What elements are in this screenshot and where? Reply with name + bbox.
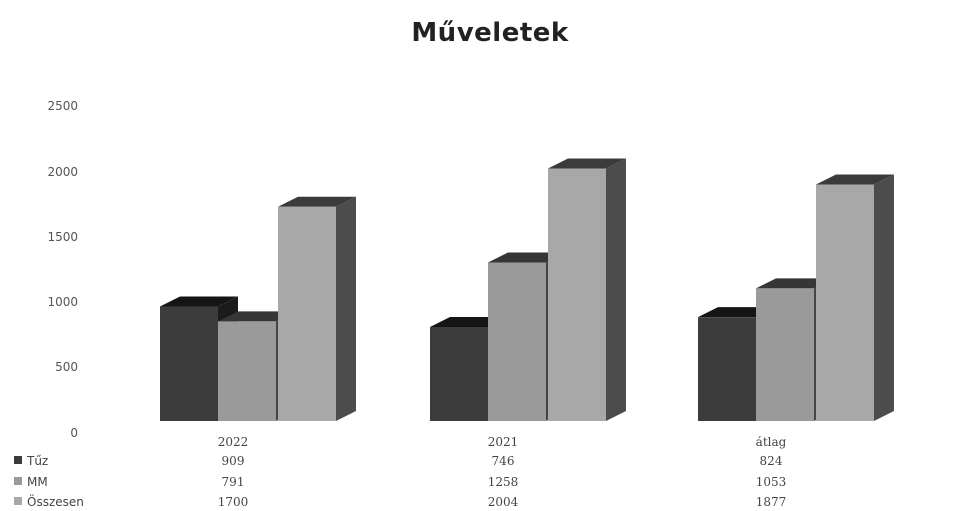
bar-top-Összesen bbox=[278, 196, 356, 207]
data-table-value: 824 bbox=[760, 454, 783, 468]
bar-side-Összesen bbox=[336, 196, 356, 421]
legend-label: Tűz bbox=[26, 454, 48, 468]
bar-MM-2021 bbox=[488, 262, 546, 421]
data-table-value: 909 bbox=[222, 454, 245, 468]
y-tick-label: 1000 bbox=[47, 295, 78, 309]
bar-Összesen-2021 bbox=[548, 168, 606, 421]
bar-Tűz-átlag bbox=[698, 317, 756, 421]
bar-side-Összesen bbox=[606, 158, 626, 421]
data-table-value: 746 bbox=[492, 454, 515, 468]
data-table-value: 1700 bbox=[218, 495, 249, 509]
category-label: 2021 bbox=[488, 435, 519, 449]
bar-Tűz-2022 bbox=[160, 306, 218, 421]
category-label: 2022 bbox=[218, 435, 249, 449]
bar-Tűz-2021 bbox=[430, 327, 488, 421]
legend-key-Tűz bbox=[14, 456, 22, 464]
data-table-value: 791 bbox=[222, 475, 245, 489]
y-tick-label: 0 bbox=[70, 426, 78, 440]
data-table-value: 1053 bbox=[756, 475, 787, 489]
bar-top-Összesen bbox=[548, 158, 626, 169]
legend-label: Összesen bbox=[27, 493, 84, 509]
bar-MM-átlag bbox=[756, 288, 814, 421]
legend-label: MM bbox=[27, 475, 48, 489]
bar-top-MM bbox=[756, 278, 834, 289]
legend-key-MM bbox=[14, 477, 22, 485]
data-table-value: 1258 bbox=[488, 475, 519, 489]
bar-top-Tűz bbox=[160, 296, 238, 307]
bar-top-MM bbox=[218, 311, 296, 322]
bar-MM-2022 bbox=[218, 321, 276, 421]
y-tick-label: 1500 bbox=[47, 230, 78, 244]
chart-title: Műveletek bbox=[411, 18, 569, 48]
bar-side-Összesen bbox=[874, 174, 894, 421]
y-tick-label: 2500 bbox=[47, 99, 78, 113]
bar-Összesen-2022 bbox=[278, 206, 336, 421]
y-tick-label: 2000 bbox=[47, 165, 78, 179]
legend-key-Összesen bbox=[14, 497, 22, 505]
y-tick-label: 500 bbox=[55, 360, 78, 374]
data-table-value: 2004 bbox=[488, 495, 519, 509]
bar-Összesen-átlag bbox=[816, 184, 874, 421]
bar-top-MM bbox=[488, 252, 566, 263]
category-label: átlag bbox=[756, 435, 787, 449]
data-table-value: 1877 bbox=[756, 495, 787, 509]
bar-top-Összesen bbox=[816, 174, 894, 185]
